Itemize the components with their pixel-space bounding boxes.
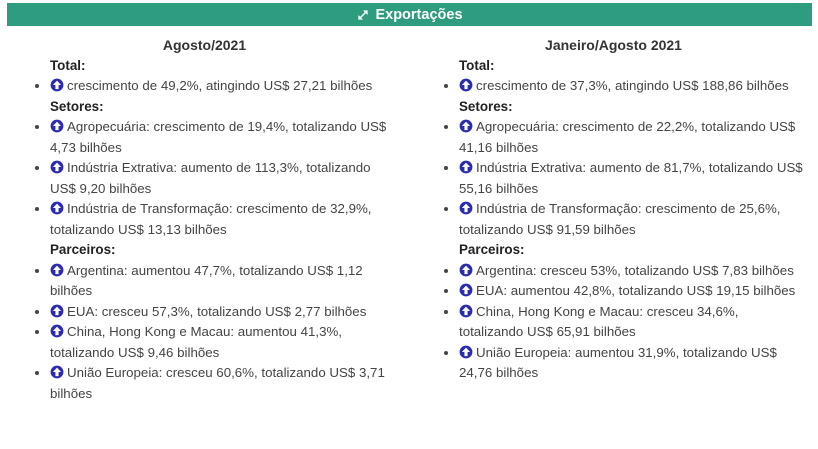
item-text: EUA: cresceu 57,3%, totalizando US$ 2,77… (67, 303, 367, 319)
item-text: Agropecuária: crescimento de 22,2%, tota… (459, 119, 796, 155)
item-text: Indústria de Transformação: crescimento … (50, 201, 372, 237)
arrow-circle-up-icon (50, 322, 67, 343)
arrow-circle-up-icon (459, 261, 476, 282)
arrow-circle-up-icon (50, 302, 67, 323)
arrow-circle-up-icon (459, 302, 476, 323)
list-item: Indústria Extrativa: aumento de 113,3%, … (50, 158, 395, 199)
arrow-circle-up-icon (459, 76, 476, 97)
list-item: Indústria de Transformação: crescimento … (50, 199, 395, 240)
arrow-circle-up-icon (50, 363, 67, 384)
item-text: Argentina: cresceu 53%, totalizando US$ … (476, 262, 794, 278)
exportacoes-section-header[interactable]: Exportações (7, 3, 812, 26)
section-label: Total: (459, 57, 495, 73)
section-label: Total: (50, 57, 86, 73)
arrow-circle-up-icon (50, 158, 67, 179)
item-text: crescimento de 37,3%, atingindo US$ 188,… (476, 78, 789, 93)
list-item: União Europeia: aumentou 31,9%, totaliza… (459, 343, 804, 384)
item-list: crescimento de 37,3%, atingindo US$ 188,… (459, 76, 804, 97)
item-list: crescimento de 49,2%, atingindo US$ 27,2… (50, 76, 395, 97)
list-item: Argentina: cresceu 53%, totalizando US$ … (459, 261, 804, 282)
item-text: Indústria Extrativa: aumento de 113,3%, … (50, 160, 371, 196)
column-body: Total: crescimento de 37,3%, atingindo US… (409, 56, 818, 384)
arrow-circle-up-icon (50, 199, 67, 220)
arrow-circle-up-icon (459, 281, 476, 302)
column-title: Janeiro/Agosto 2021 (545, 37, 682, 53)
list-item: Indústria de Transformação: crescimento … (459, 199, 804, 240)
list-item: crescimento de 49,2%, atingindo US$ 27,2… (50, 76, 395, 97)
item-text: União Europeia: aumentou 31,9%, totaliza… (459, 344, 777, 381)
list-item: China, Hong Kong e Macau: aumentou 41,3%… (50, 322, 395, 363)
list-item: Agropecuária: crescimento de 22,2%, tota… (459, 117, 804, 158)
columns-container: Agosto/2021 Total: crescimento de 49,2%, a… (0, 26, 818, 404)
arrow-circle-up-icon (50, 117, 67, 138)
report-column: Janeiro/Agosto 2021 Total: crescimento de … (409, 35, 818, 404)
item-text: China, Hong Kong e Macau: cresceu 34,6%,… (459, 303, 739, 340)
section-label: Setores: (459, 98, 513, 114)
section-label: Parceiros: (459, 242, 525, 257)
item-list: Agropecuária: crescimento de 19,4%, tota… (50, 117, 395, 240)
item-text: Argentina: aumentou 47,7%, totalizando U… (50, 262, 363, 299)
item-list: Agropecuária: crescimento de 22,2%, tota… (459, 117, 804, 240)
section-label: Parceiros: (50, 242, 116, 257)
expand-diagonal-arrows-icon (356, 8, 370, 22)
report-column: Agosto/2021 Total: crescimento de 49,2%, a… (0, 35, 409, 404)
column-title: Agosto/2021 (162, 37, 247, 53)
list-item: Indústria Extrativa: aumento de 81,7%, t… (459, 158, 804, 199)
exports-report-page: { "header": { "title": "Exportações" }, … (0, 3, 818, 449)
arrow-circle-up-icon (50, 261, 67, 282)
arrow-circle-up-icon (459, 158, 476, 179)
item-text: China, Hong Kong e Macau: aumentou 41,3%… (50, 324, 342, 360)
list-item: China, Hong Kong e Macau: cresceu 34,6%,… (459, 302, 804, 343)
column-body: Total: crescimento de 49,2%, atingindo US… (0, 56, 409, 405)
item-list: Argentina: cresceu 53%, totalizando US$ … (459, 261, 804, 384)
item-text: EUA: aumentou 42,8%, totalizando US$ 19,… (476, 283, 796, 298)
list-item: EUA: cresceu 57,3%, totalizando US$ 2,77… (50, 302, 395, 323)
arrow-circle-up-icon (50, 76, 67, 97)
list-item: EUA: aumentou 42,8%, totalizando US$ 19,… (459, 281, 804, 302)
item-text: Agropecuária: crescimento de 19,4%, tota… (50, 119, 387, 155)
item-text: Indústria Extrativa: aumento de 81,7%, t… (459, 160, 803, 196)
list-item: União Europeia: cresceu 60,6%, totalizan… (50, 363, 395, 404)
item-text: Indústria de Transformação: crescimento … (459, 201, 781, 237)
section-label: Setores: (50, 98, 104, 114)
item-list: Argentina: aumentou 47,7%, totalizando U… (50, 261, 395, 405)
header-title: Exportações (375, 6, 463, 23)
item-text: União Europeia: cresceu 60,6%, totalizan… (50, 365, 385, 401)
arrow-circle-up-icon (459, 117, 476, 138)
arrow-circle-up-icon (459, 199, 476, 220)
item-text: crescimento de 49,2%, atingindo US$ 27,2… (67, 78, 373, 93)
list-item: Argentina: aumentou 47,7%, totalizando U… (50, 261, 395, 302)
list-item: Agropecuária: crescimento de 19,4%, tota… (50, 117, 395, 158)
list-item: crescimento de 37,3%, atingindo US$ 188,… (459, 76, 804, 97)
arrow-circle-up-icon (459, 343, 476, 364)
